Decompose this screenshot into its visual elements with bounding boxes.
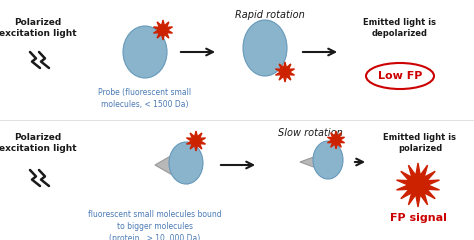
Ellipse shape <box>366 63 434 89</box>
Text: Polarized
excitation light: Polarized excitation light <box>0 18 77 38</box>
Polygon shape <box>275 62 294 82</box>
Polygon shape <box>328 131 345 149</box>
Text: FP signal: FP signal <box>390 213 447 223</box>
Ellipse shape <box>243 20 287 76</box>
Text: Emitted light is
polarized: Emitted light is polarized <box>383 133 456 153</box>
Wedge shape <box>300 150 334 174</box>
Text: Emitted light is
depolarized: Emitted light is depolarized <box>364 18 437 38</box>
Wedge shape <box>155 146 193 184</box>
Text: fluorescent small molecules bound
to bigger molecules
(protein,  > 10, 000 Da): fluorescent small molecules bound to big… <box>88 210 222 240</box>
Ellipse shape <box>123 26 167 78</box>
Text: Low FP: Low FP <box>378 71 422 81</box>
Polygon shape <box>154 20 173 40</box>
Polygon shape <box>186 131 206 151</box>
Polygon shape <box>397 163 439 207</box>
Text: Slow rotation: Slow rotation <box>278 128 342 138</box>
Ellipse shape <box>169 142 203 184</box>
Text: Rapid rotation: Rapid rotation <box>235 10 305 20</box>
Ellipse shape <box>313 141 343 179</box>
Text: Probe (fluorescent small
molecules, < 1500 Da): Probe (fluorescent small molecules, < 15… <box>99 88 191 109</box>
Text: Polarized
excitation light: Polarized excitation light <box>0 133 77 153</box>
